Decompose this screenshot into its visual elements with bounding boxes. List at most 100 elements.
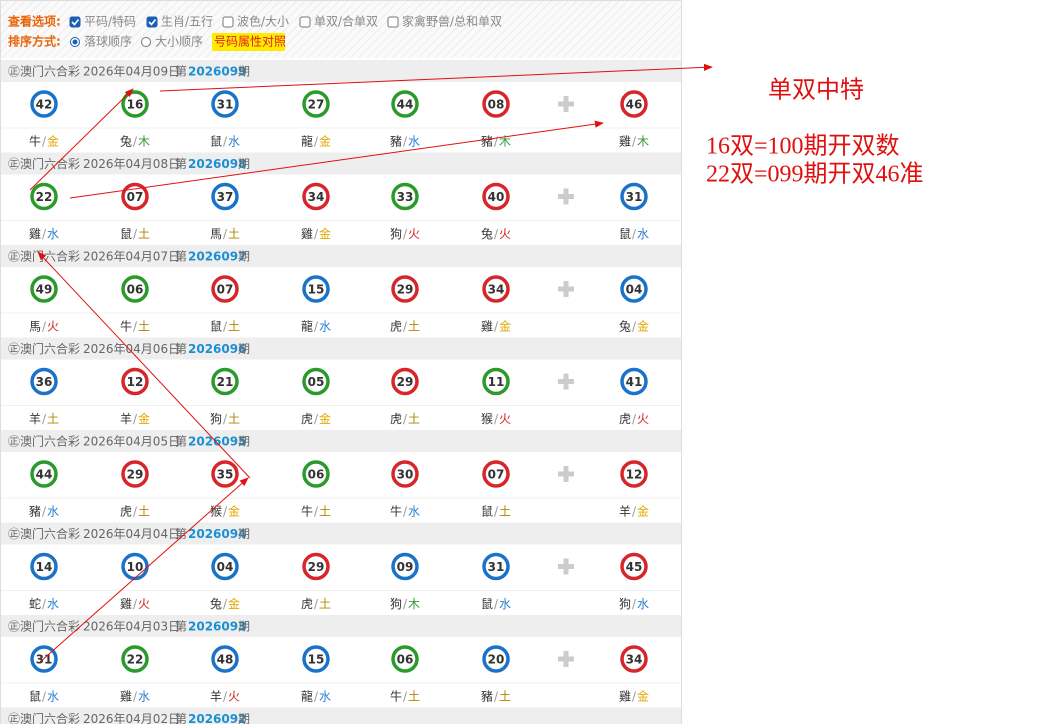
zodiac: 雞 xyxy=(481,320,493,334)
ball xyxy=(620,275,648,303)
checkbox[interactable] xyxy=(222,16,234,28)
ball-number: 42 xyxy=(36,98,53,112)
annotation: 单双中特 xyxy=(768,77,864,104)
ball-number: 10 xyxy=(127,560,144,574)
draw-header xyxy=(1,245,681,267)
element: 土 xyxy=(138,320,150,334)
separator: / xyxy=(133,135,138,149)
period-prefix: 第 xyxy=(175,342,187,356)
ball-number: 29 xyxy=(127,468,144,482)
separator: / xyxy=(42,412,47,426)
plus-sign xyxy=(558,466,574,482)
element: 水 xyxy=(228,135,240,149)
ball-number: 36 xyxy=(36,375,53,389)
separator: / xyxy=(314,412,319,426)
separator: / xyxy=(314,690,319,704)
element: 土 xyxy=(319,505,331,519)
ball-number: 30 xyxy=(397,468,414,482)
zodiac: 蛇 xyxy=(29,596,41,611)
element: 火 xyxy=(47,320,59,334)
element: 土 xyxy=(408,690,420,704)
period-prefix: 第 xyxy=(175,65,187,79)
sort-option-label[interactable]: 大小顺序 xyxy=(155,34,203,49)
checkbox[interactable] xyxy=(387,16,399,28)
draw-header xyxy=(1,430,681,452)
option-label[interactable]: 平码/特码 xyxy=(84,14,136,29)
zodiac: 鼠 xyxy=(481,597,493,611)
element: 火 xyxy=(228,690,240,704)
element: 水 xyxy=(47,597,59,611)
ball xyxy=(121,460,149,488)
option-label[interactable]: 家禽野兽/总和单双 xyxy=(402,14,502,29)
period-suffix: 期 xyxy=(238,342,250,356)
element: 土 xyxy=(138,227,150,241)
draw-header xyxy=(1,615,681,637)
draw-date: 2026年04月09日 xyxy=(83,65,180,79)
zodiac: 鼠 xyxy=(619,227,631,241)
sort-option-label[interactable]: 落球顺序 xyxy=(84,34,132,49)
draw-header xyxy=(1,60,681,82)
option-label[interactable]: 单双/合单双 xyxy=(314,14,378,29)
element: 水 xyxy=(47,227,59,241)
ball xyxy=(211,90,239,118)
ball xyxy=(121,182,149,211)
ball xyxy=(620,367,648,396)
ball-number: 12 xyxy=(127,375,144,389)
annotation-arrows xyxy=(29,63,713,663)
separator: / xyxy=(403,135,408,149)
ball xyxy=(391,645,419,673)
separator: / xyxy=(494,690,499,704)
zodiac: 狗 xyxy=(390,227,402,241)
ball-number: 29 xyxy=(397,283,414,297)
element: 金 xyxy=(319,411,331,426)
ball-number: 31 xyxy=(488,560,505,574)
ball xyxy=(302,645,330,673)
separator: / xyxy=(494,505,499,519)
attribute-button[interactable]: 号码属性对照 xyxy=(214,35,286,49)
zodiac: 雞 xyxy=(619,690,631,704)
zodiac: 龍 xyxy=(301,134,313,149)
zodiac: 雞 xyxy=(301,227,313,241)
option-label[interactable]: 波色/大小 xyxy=(237,15,289,29)
element: 水 xyxy=(319,690,331,704)
separator: / xyxy=(403,597,408,611)
plus-sign xyxy=(558,281,574,297)
ball-number: 45 xyxy=(626,560,643,574)
radio[interactable] xyxy=(141,37,151,47)
separator: / xyxy=(494,412,499,426)
lottery-name: ㊣澳门六合彩 xyxy=(8,434,80,449)
period-suffix: 期 xyxy=(238,65,250,79)
ball-number: 22 xyxy=(127,653,144,667)
ball-number: 34 xyxy=(308,190,325,204)
checkbox[interactable] xyxy=(299,16,311,28)
ball-number: 49 xyxy=(36,283,53,297)
ball xyxy=(121,645,149,673)
period: 2026096 xyxy=(188,342,246,356)
period-suffix: 期 xyxy=(238,712,250,724)
ball xyxy=(211,552,239,581)
draw-header xyxy=(1,707,681,724)
period: 2026099 xyxy=(188,65,246,79)
checkbox[interactable] xyxy=(69,16,81,28)
checkbox[interactable] xyxy=(146,16,158,28)
ball xyxy=(302,182,330,211)
ball-number: 14 xyxy=(36,560,53,574)
button-bg[interactable] xyxy=(212,33,285,51)
ball xyxy=(620,552,648,581)
ball xyxy=(620,90,648,118)
zodiac: 牛 xyxy=(390,504,402,519)
ball-number: 07 xyxy=(217,283,234,297)
ball-number: 11 xyxy=(488,375,505,389)
ball xyxy=(620,645,648,673)
option-label[interactable]: 生肖/五行 xyxy=(161,15,213,29)
element: 土 xyxy=(47,412,59,426)
element: 火 xyxy=(408,227,420,241)
period-prefix: 第 xyxy=(175,712,187,724)
ball-number: 05 xyxy=(308,375,325,389)
element: 水 xyxy=(637,227,649,241)
lottery-name: ㊣澳门六合彩 xyxy=(8,526,80,541)
period-prefix: 第 xyxy=(175,157,187,171)
ball-number: 46 xyxy=(626,98,643,112)
zodiac: 牛 xyxy=(301,504,313,519)
element: 金 xyxy=(138,411,150,426)
